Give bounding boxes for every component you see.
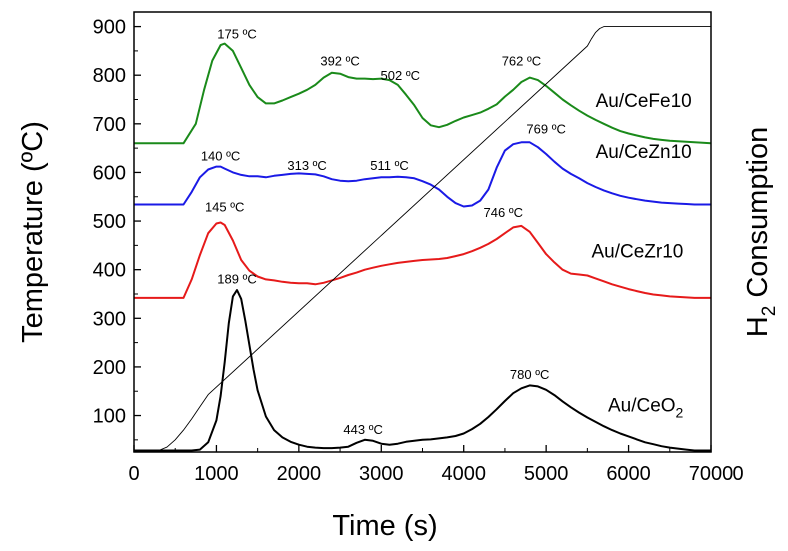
peak-annotation: 145 ºC <box>205 199 244 214</box>
series-line-au-cezn10 <box>134 141 711 208</box>
series-label-sub-3: 2 <box>676 405 684 421</box>
series-label-main-1: Au/CeZn10 <box>596 142 692 163</box>
y-tick-label: 700 <box>93 114 126 136</box>
peak-annotation: 189 ºC <box>217 271 256 286</box>
x-axis-title: Time (s) <box>332 510 437 542</box>
x-tick-label: 1000 <box>194 463 239 485</box>
y-tick-label: 800 <box>93 65 126 87</box>
x-tick-label: 3000 <box>359 463 404 485</box>
peak-annotation: 746 ºC <box>484 205 523 220</box>
y-axis-title: Temperature (ºC) <box>17 121 49 343</box>
peak-annotation: 392 ºC <box>320 53 359 68</box>
peak-annotation: 175 ºC <box>217 27 256 42</box>
y2-axis-title-main: H <box>742 316 774 337</box>
peak-annotation: 502 ºC <box>381 68 420 83</box>
series-line-au-ceo <box>134 289 711 452</box>
series-line-au-cefe10 <box>134 42 712 145</box>
y-tick-label: 300 <box>93 308 126 330</box>
series-label-2: Au/CeZr10 <box>591 242 683 263</box>
x-tick-trailing-label: 0 <box>732 463 743 485</box>
series-label-main-2: Au/CeZr10 <box>591 242 683 263</box>
series-label-main-0: Au/CeFe10 <box>596 91 692 112</box>
peak-annotation: 762 ºC <box>502 53 541 68</box>
peak-annotation: 313 ºC <box>287 158 326 173</box>
peak-annotation: 769 ºC <box>526 122 565 137</box>
y-tick-label: 600 <box>93 162 126 184</box>
peak-annotation: 443 ºC <box>343 422 382 437</box>
x-tick-label: 2000 <box>277 463 322 485</box>
series-label-3: Au/CeO2 <box>608 396 684 421</box>
plot-frame <box>133 11 712 453</box>
y-tick-label: 200 <box>93 357 126 379</box>
x-tick-label: 6000 <box>606 463 651 485</box>
y-tick-label: 500 <box>93 211 126 233</box>
peak-annotation: 780 ºC <box>510 367 549 382</box>
y-tick-label: 400 <box>93 260 126 282</box>
y2-axis-title-sub: 2 <box>759 306 780 317</box>
x-tick-label: 4000 <box>441 463 486 485</box>
series-line-h2-consumption <box>134 26 711 451</box>
peak-annotation: 140 ºC <box>201 148 240 163</box>
y2-axis-title-rest: Consumption <box>742 127 774 306</box>
series-line-au-cezr10 <box>134 221 711 299</box>
x-tick-label: 0 <box>128 463 139 485</box>
y-tick-label: 900 <box>93 17 126 39</box>
x-tick-label: 5000 <box>524 463 569 485</box>
x-tick-label: 7000 <box>689 463 734 485</box>
y-tick-label: 100 <box>93 406 126 428</box>
series-label-main-3: Au/CeO <box>608 396 676 417</box>
y2-axis-title: H2 Consumption <box>742 127 780 337</box>
series-label-1: Au/CeZn10 <box>596 142 692 163</box>
peak-annotation: 511 ºC <box>370 158 408 173</box>
series-label-0: Au/CeFe10 <box>596 91 692 112</box>
